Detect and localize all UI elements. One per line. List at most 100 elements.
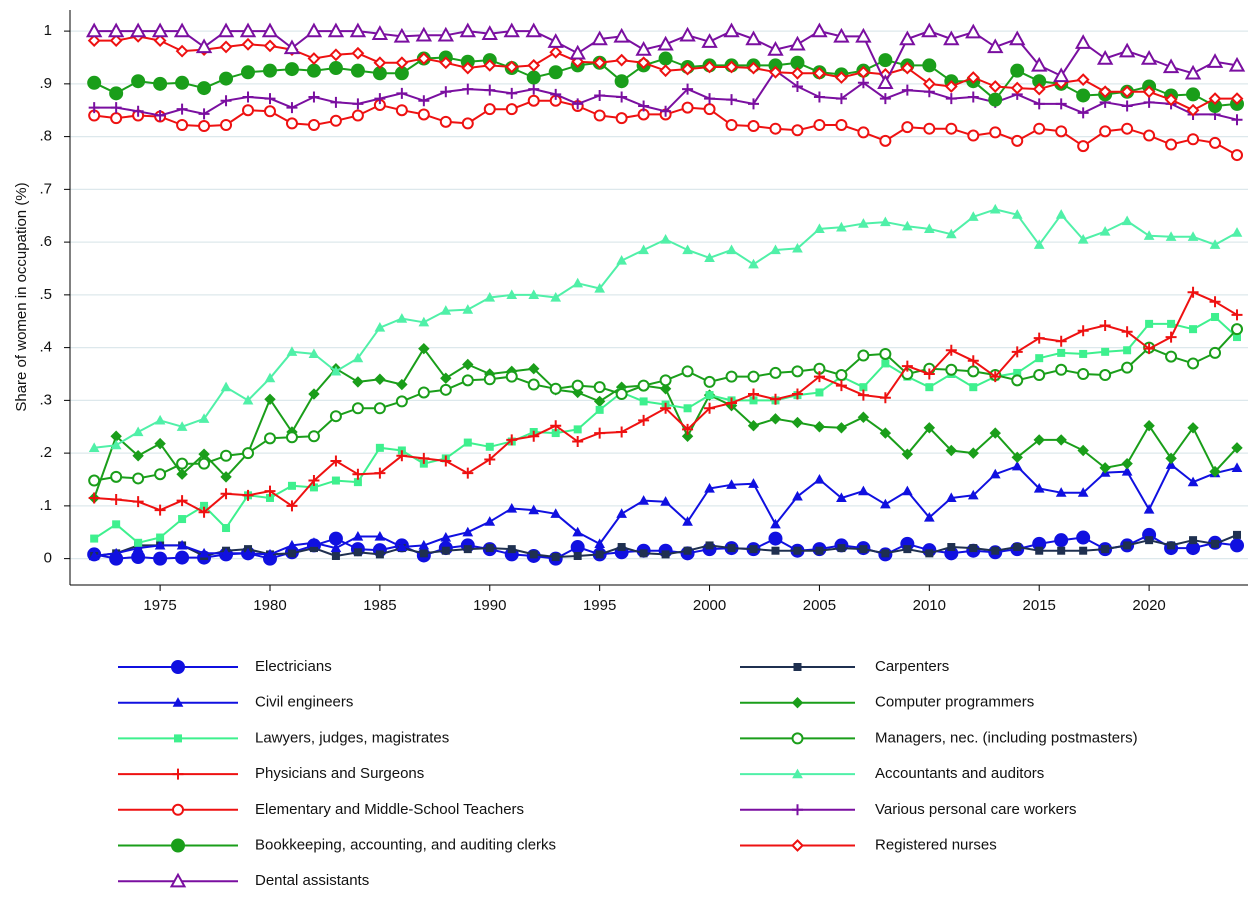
marker: [527, 94, 540, 107]
marker: [616, 426, 628, 438]
marker: [550, 508, 562, 518]
marker: [462, 526, 474, 537]
marker: [505, 370, 518, 383]
marker: [287, 481, 296, 490]
marker: [967, 365, 980, 378]
marker: [306, 63, 321, 78]
marker: [329, 410, 342, 423]
legend-item: Various personal care workers: [740, 801, 1076, 818]
marker: [1143, 343, 1155, 355]
marker: [682, 83, 694, 95]
marker: [1187, 476, 1199, 487]
marker: [1211, 539, 1220, 548]
marker: [176, 457, 189, 470]
marker: [769, 65, 782, 79]
marker: [921, 22, 938, 38]
marker: [1187, 231, 1199, 241]
marker: [593, 56, 607, 70]
marker: [748, 388, 760, 400]
marker: [1165, 231, 1177, 241]
legend-label: Physicians and Surgeons: [255, 765, 424, 782]
marker: [945, 492, 957, 503]
marker: [308, 348, 320, 359]
marker: [836, 221, 847, 232]
marker: [704, 252, 715, 263]
marker: [87, 34, 101, 48]
marker: [373, 56, 387, 70]
marker: [330, 542, 342, 553]
marker: [966, 71, 980, 84]
marker: [879, 347, 892, 360]
marker: [638, 244, 649, 255]
marker: [461, 117, 474, 130]
marker: [769, 413, 782, 425]
marker: [660, 105, 672, 117]
marker: [506, 87, 518, 99]
marker: [769, 366, 782, 379]
marker: [129, 22, 147, 38]
marker: [616, 508, 627, 518]
marker: [88, 102, 100, 114]
marker: [1054, 533, 1069, 548]
marker: [923, 368, 935, 380]
marker: [573, 425, 582, 434]
marker: [1121, 466, 1133, 476]
marker: [176, 539, 188, 550]
marker: [1231, 462, 1243, 472]
marker: [1231, 149, 1244, 162]
marker: [418, 539, 430, 550]
marker: [947, 543, 956, 552]
marker: [572, 436, 584, 448]
marker: [462, 358, 474, 371]
marker: [880, 498, 891, 509]
marker: [769, 122, 782, 135]
marker: [813, 66, 826, 80]
marker: [395, 104, 408, 117]
marker: [1143, 129, 1156, 142]
marker: [371, 25, 389, 40]
marker: [1101, 347, 1110, 356]
marker: [1099, 319, 1111, 331]
marker: [462, 304, 474, 314]
marker: [1189, 536, 1198, 545]
marker: [305, 22, 323, 38]
marker: [396, 313, 408, 323]
marker: [616, 91, 628, 103]
marker: [483, 103, 496, 116]
marker: [1101, 545, 1110, 554]
marker: [989, 203, 1001, 214]
marker: [242, 91, 254, 103]
marker: [395, 395, 408, 408]
marker: [327, 22, 345, 38]
marker: [945, 228, 957, 239]
marker: [747, 61, 760, 75]
marker: [439, 115, 452, 128]
marker: [242, 547, 254, 558]
marker: [112, 520, 121, 529]
marker: [1099, 125, 1112, 138]
marker: [704, 482, 715, 493]
marker: [1121, 100, 1133, 112]
marker: [1209, 136, 1222, 149]
x-tick-label: 1995: [583, 597, 616, 614]
marker: [835, 93, 847, 105]
marker: [925, 549, 934, 558]
marker: [549, 45, 563, 59]
marker: [241, 37, 255, 51]
legend-label: Computer programmers: [875, 694, 1034, 711]
marker: [110, 470, 123, 483]
marker: [1165, 350, 1178, 363]
marker: [835, 369, 848, 382]
marker: [440, 531, 452, 542]
marker: [923, 122, 936, 135]
marker: [989, 427, 1001, 439]
marker: [351, 46, 365, 60]
marker: [704, 93, 716, 105]
marker: [1118, 42, 1136, 58]
marker: [768, 531, 783, 546]
marker: [681, 62, 694, 76]
marker: [286, 102, 298, 114]
marker: [353, 548, 362, 557]
marker: [1120, 85, 1134, 99]
marker: [132, 472, 145, 485]
